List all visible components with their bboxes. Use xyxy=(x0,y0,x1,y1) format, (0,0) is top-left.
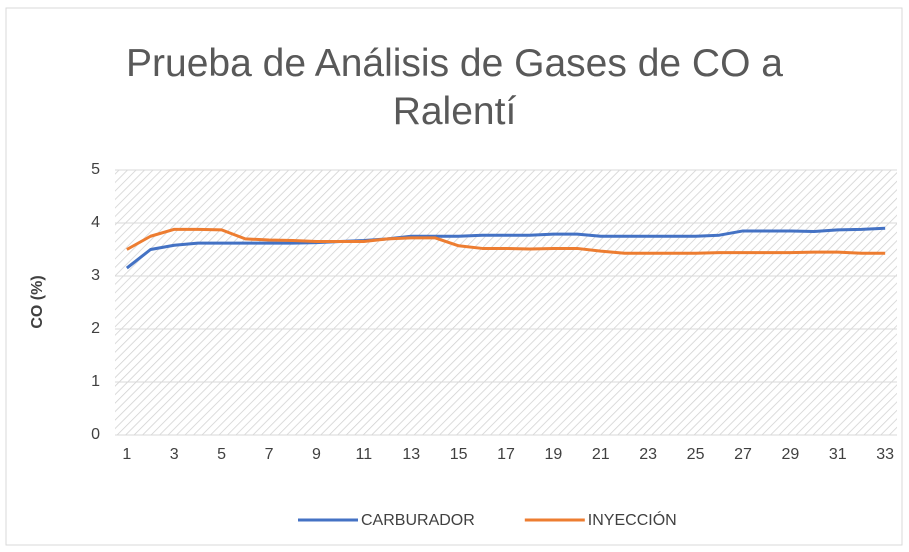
x-tick-label: 5 xyxy=(217,446,226,463)
chart-title: Prueba de Análisis de Gases de CO a Rale… xyxy=(126,42,783,133)
x-tick-label: 17 xyxy=(497,446,515,463)
x-tick-label: 13 xyxy=(402,446,420,463)
legend-label: INYECCIÓN xyxy=(588,510,677,529)
x-tick-label: 11 xyxy=(356,446,373,463)
y-axis-label: CO (%) xyxy=(29,275,46,328)
series-line xyxy=(125,226,886,270)
plot-area xyxy=(115,170,897,435)
y-tick-label: 3 xyxy=(91,267,100,284)
y-tick-label: 4 xyxy=(91,214,100,231)
x-tick-label: 15 xyxy=(450,446,468,463)
x-tick-label: 31 xyxy=(829,446,847,463)
x-tick-label: 29 xyxy=(781,446,799,463)
x-tick-label: 23 xyxy=(639,446,657,463)
y-tick-label: 2 xyxy=(91,320,100,337)
legend-label: CARBURADOR xyxy=(361,512,475,529)
x-tick-label: 27 xyxy=(734,446,752,463)
x-tick-label: 1 xyxy=(122,446,131,463)
x-tick-label: 25 xyxy=(687,446,705,463)
series-line xyxy=(126,227,886,255)
x-tick-label: 33 xyxy=(876,446,894,463)
x-tick-label: 3 xyxy=(170,446,179,463)
y-tick-label: 5 xyxy=(91,161,100,178)
x-tick-label: 21 xyxy=(592,446,610,463)
x-tick-label: 7 xyxy=(265,446,274,463)
x-tick-label: 19 xyxy=(544,446,562,463)
x-tick-label: 9 xyxy=(312,446,321,463)
y-tick-label: 0 xyxy=(91,426,100,443)
y-tick-label: 1 xyxy=(91,373,100,390)
